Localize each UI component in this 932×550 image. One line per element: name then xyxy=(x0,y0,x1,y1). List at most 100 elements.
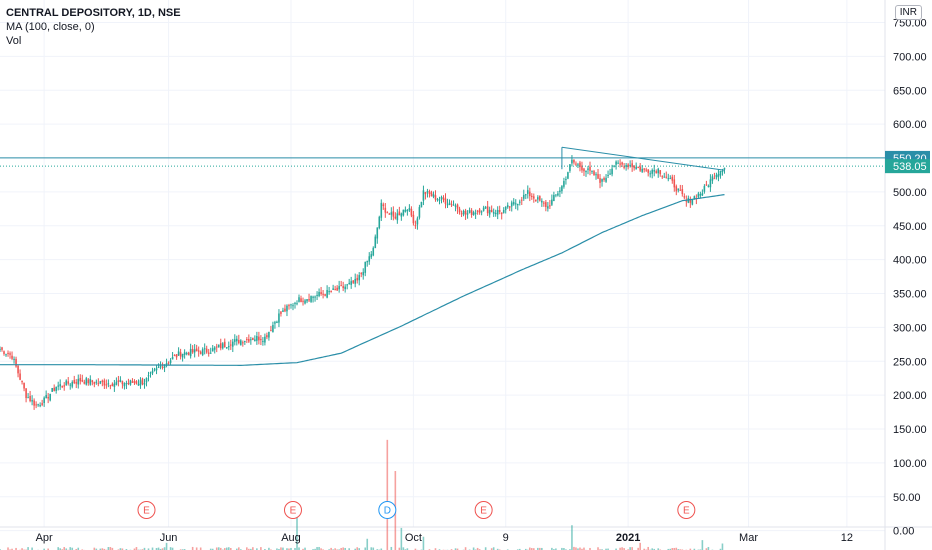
candle-body xyxy=(603,178,605,180)
candle xyxy=(438,196,441,205)
candle-body xyxy=(478,209,481,213)
candle xyxy=(346,283,348,290)
candle-body xyxy=(264,336,266,343)
volume-bar xyxy=(71,547,74,550)
candle-body xyxy=(185,353,188,355)
volume-bar xyxy=(689,548,692,550)
candle xyxy=(551,194,553,207)
candle xyxy=(19,369,21,381)
event-marker[interactable]: D xyxy=(378,501,397,519)
candle xyxy=(129,379,132,386)
candle xyxy=(77,374,80,389)
candle xyxy=(236,335,238,346)
candle xyxy=(143,378,146,389)
candle-body xyxy=(486,206,489,214)
candle xyxy=(282,307,284,313)
candle xyxy=(193,344,196,358)
trendline xyxy=(561,146,725,171)
candle xyxy=(31,395,33,406)
candle-body xyxy=(635,166,637,170)
candle xyxy=(649,170,652,178)
candle xyxy=(675,184,678,196)
volume-bar xyxy=(250,548,252,550)
candle xyxy=(15,356,17,368)
candle xyxy=(643,167,645,173)
event-marker-circle xyxy=(137,501,156,519)
volume-bar xyxy=(63,547,66,550)
candle xyxy=(79,374,82,385)
candle xyxy=(665,171,668,179)
volume-bar xyxy=(707,546,710,550)
candle xyxy=(486,200,489,217)
time-tick-label: Aug xyxy=(281,532,301,544)
candle-body xyxy=(482,207,485,211)
candle xyxy=(368,252,371,265)
candle xyxy=(183,349,186,359)
event-marker[interactable]: E xyxy=(474,501,493,519)
event-marker[interactable]: E xyxy=(677,501,696,519)
candle-body xyxy=(119,379,122,382)
currency-badge[interactable]: INR xyxy=(894,5,922,20)
candle-body xyxy=(406,210,409,212)
candle xyxy=(396,209,399,224)
candle xyxy=(565,176,567,185)
candle-body xyxy=(683,196,686,198)
candle-body xyxy=(573,159,575,163)
candle xyxy=(543,201,545,207)
candle xyxy=(205,345,208,354)
candle xyxy=(29,390,31,403)
candle-body xyxy=(149,372,152,374)
candle-body xyxy=(647,169,649,173)
candle xyxy=(21,380,23,385)
candle-body xyxy=(354,278,357,284)
candle xyxy=(197,346,200,357)
candle xyxy=(43,396,45,407)
candle xyxy=(446,198,449,208)
candle xyxy=(460,210,463,218)
event-marker[interactable]: E xyxy=(137,501,156,519)
price-tick-label: 200.00 xyxy=(893,390,927,402)
candle-body xyxy=(302,300,304,302)
candle xyxy=(185,351,188,356)
candle xyxy=(601,178,603,187)
volume-bar xyxy=(356,547,359,550)
volume-bar xyxy=(65,548,68,550)
candle-body xyxy=(9,353,11,355)
volume-bar xyxy=(583,547,585,550)
candle-body xyxy=(400,213,403,217)
candle xyxy=(252,337,254,341)
candle-body xyxy=(294,302,296,304)
candle-body xyxy=(376,227,379,239)
candle xyxy=(506,202,509,209)
volume-bar xyxy=(579,547,581,550)
candle xyxy=(123,382,126,390)
event-marker-circle xyxy=(474,501,493,519)
candle-body xyxy=(653,170,656,172)
candle xyxy=(25,388,27,403)
candle xyxy=(324,293,326,297)
volume-bar xyxy=(386,439,389,550)
candle xyxy=(358,272,361,286)
candle xyxy=(103,378,106,390)
candle xyxy=(125,380,128,390)
candle-body xyxy=(697,193,700,197)
candle-body xyxy=(587,168,589,170)
event-marker[interactable]: E xyxy=(283,501,302,519)
time-tick-label: 2021 xyxy=(616,532,640,544)
candle-body xyxy=(496,209,499,215)
candle xyxy=(603,176,605,182)
candle-body xyxy=(629,164,631,166)
time-tick-label: Apr xyxy=(36,532,53,544)
candle-body xyxy=(480,211,483,213)
candle-body xyxy=(103,380,106,386)
candle-body xyxy=(591,170,593,172)
candle-body xyxy=(203,348,206,350)
volume-bar xyxy=(101,548,104,550)
candle xyxy=(587,166,589,175)
volume-bar xyxy=(402,547,405,550)
candle xyxy=(533,193,535,203)
candle-body xyxy=(601,179,603,182)
candle xyxy=(514,199,517,210)
candle-body xyxy=(410,208,413,216)
